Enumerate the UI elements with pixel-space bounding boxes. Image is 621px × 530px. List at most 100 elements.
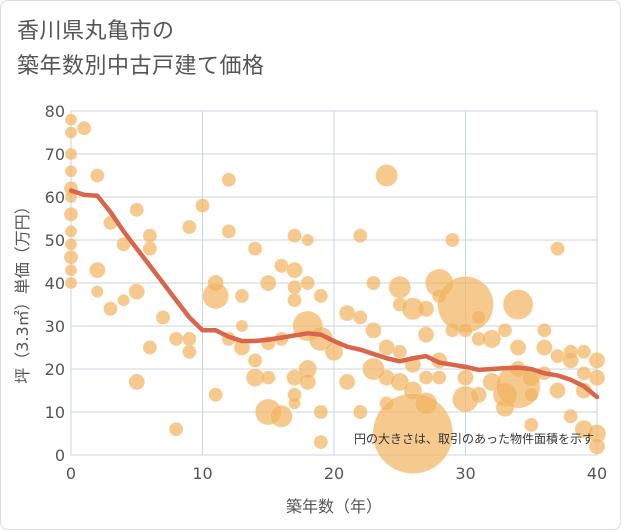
- data-point: [221, 172, 237, 188]
- data-point: [270, 405, 293, 428]
- data-point: [247, 241, 263, 256]
- x-tick-label: 20: [324, 464, 344, 483]
- data-point: [288, 397, 301, 410]
- data-point: [261, 370, 276, 385]
- data-point: [195, 198, 210, 213]
- y-tick-label: 80: [45, 102, 65, 121]
- data-point: [576, 344, 592, 360]
- bubble-series: [63, 113, 607, 474]
- data-point: [313, 288, 329, 304]
- y-tick-label: 50: [45, 231, 65, 250]
- data-point: [338, 304, 356, 322]
- data-point: [235, 319, 249, 333]
- data-point: [155, 310, 171, 325]
- data-point: [286, 261, 303, 279]
- data-point: [353, 228, 368, 243]
- data-point: [549, 382, 566, 399]
- y-tick-label: 70: [45, 145, 65, 164]
- data-point: [299, 373, 316, 391]
- data-point: [128, 373, 145, 391]
- data-point: [353, 310, 368, 325]
- data-point: [142, 340, 158, 355]
- data-point: [208, 387, 223, 403]
- data-point: [64, 113, 78, 126]
- data-point: [365, 322, 382, 339]
- data-point: [378, 339, 395, 356]
- data-point: [390, 372, 409, 392]
- data-point: [418, 370, 434, 385]
- data-point: [182, 344, 197, 360]
- data-point: [129, 202, 144, 218]
- data-point: [64, 263, 78, 277]
- data-point: [89, 261, 106, 279]
- data-point: [576, 366, 592, 381]
- data-point: [471, 331, 486, 347]
- data-point: [588, 352, 606, 369]
- data-point: [417, 326, 435, 343]
- data-point: [509, 339, 527, 356]
- data-point: [392, 344, 407, 360]
- data-point: [301, 233, 314, 247]
- y-tick-label: 60: [45, 188, 65, 207]
- y-tick-label: 0: [55, 446, 65, 465]
- x-tick-label: 10: [192, 464, 212, 483]
- data-point: [90, 168, 105, 183]
- data-point: [300, 275, 315, 291]
- data-point: [524, 387, 539, 403]
- data-point: [64, 238, 78, 251]
- y-tick-label: 30: [45, 317, 65, 336]
- bubble-size-note: 円の大きさは、取引のあった物件面積を示す: [354, 431, 594, 446]
- data-point: [128, 283, 145, 300]
- trend-line-group: [68, 188, 600, 400]
- data-point: [63, 249, 79, 265]
- x-tick-labels: 0 10 20 30 40: [66, 464, 607, 483]
- y-tick-label: 10: [45, 403, 65, 422]
- data-point: [550, 348, 565, 364]
- data-point: [502, 289, 534, 320]
- data-point: [116, 237, 131, 252]
- chart-title: 香川県丸亀市の 築年数別中古戸建て価格: [17, 14, 265, 84]
- data-point: [471, 310, 486, 325]
- data-point: [64, 126, 78, 139]
- data-point: [64, 164, 78, 178]
- data-point: [234, 288, 250, 304]
- x-axis-title: 築年数（年）: [286, 497, 382, 516]
- data-point: [362, 357, 385, 381]
- data-point: [563, 409, 578, 424]
- y-tick-label: 40: [45, 274, 65, 293]
- data-point: [388, 276, 411, 299]
- data-point: [458, 323, 473, 338]
- data-point: [445, 232, 460, 248]
- y-tick-labels: 0 10 20 30 40 50 60 70 80: [45, 102, 65, 465]
- data-point: [182, 219, 197, 235]
- data-point: [64, 225, 78, 238]
- y-axis-title: 坪（3.3㎡）単価（万円）: [13, 198, 32, 383]
- data-point: [353, 404, 368, 420]
- data-point: [142, 241, 158, 256]
- data-point: [64, 276, 78, 290]
- data-point: [431, 370, 447, 385]
- data-point: [417, 300, 435, 318]
- y-tick-label: 20: [45, 360, 65, 379]
- data-point: [536, 339, 553, 356]
- data-point: [103, 301, 118, 317]
- data-point: [550, 241, 565, 256]
- data-point: [202, 282, 229, 310]
- x-tick-label: 0: [66, 464, 76, 483]
- data-point: [182, 331, 197, 347]
- data-point: [274, 258, 289, 274]
- data-point: [537, 323, 552, 338]
- data-point: [142, 228, 158, 243]
- data-point: [375, 164, 398, 187]
- data-point: [247, 353, 263, 368]
- x-tick-label: 40: [587, 464, 607, 483]
- data-point: [366, 275, 381, 291]
- data-point: [470, 386, 487, 404]
- data-point: [63, 206, 79, 222]
- data-point: [313, 434, 329, 450]
- data-point: [524, 417, 539, 433]
- data-point: [91, 285, 104, 298]
- data-point: [168, 421, 184, 437]
